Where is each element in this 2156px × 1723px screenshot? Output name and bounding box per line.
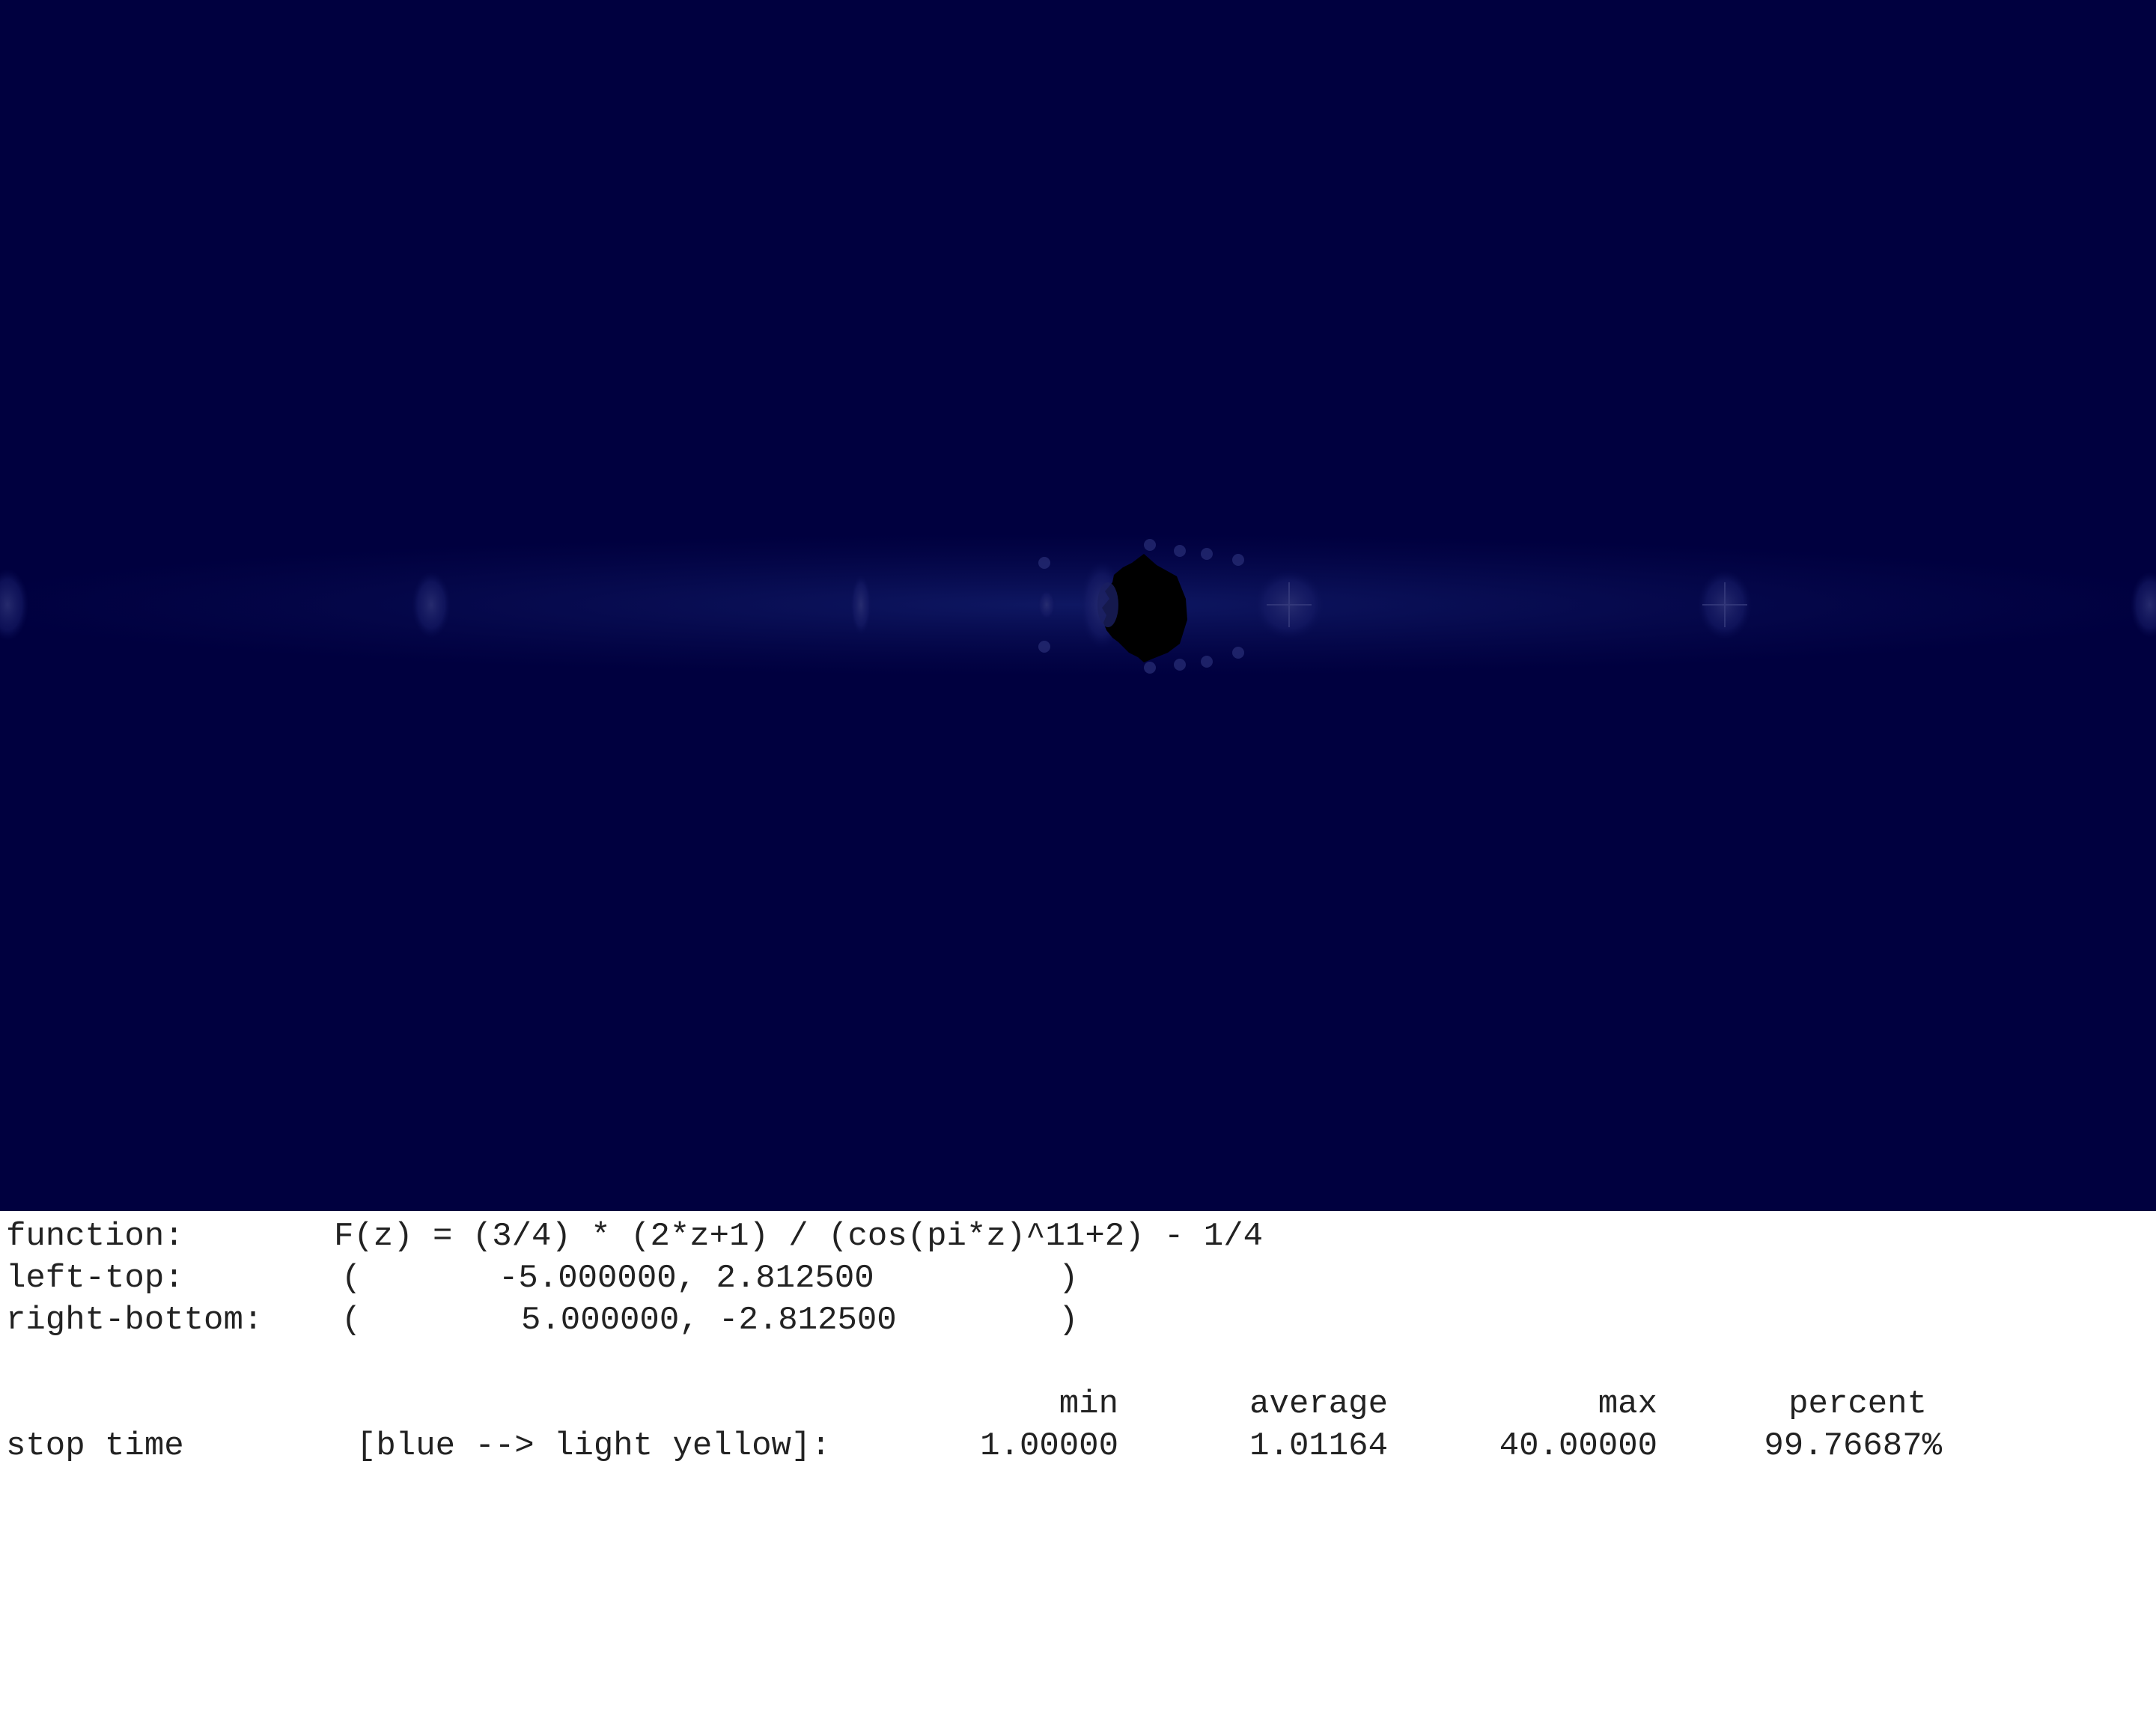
fractal-satellite: [1174, 659, 1186, 671]
value-average: 1.01164: [1249, 1427, 1388, 1465]
right-bottom-close-paren: ): [1059, 1302, 1079, 1339]
header-percent: percent: [1788, 1385, 1927, 1423]
palette-label: [blue --> light yellow]:: [356, 1427, 831, 1465]
escape-band: [0, 534, 2156, 676]
fractal-satellite: [1038, 641, 1050, 653]
function-value: F(z) = (3/4) * (2*z+1) / (cos(pi*z)^11+2…: [334, 1218, 1264, 1255]
header-min: min: [1059, 1385, 1118, 1423]
left-top-close-paren: ): [1059, 1260, 1079, 1297]
fractal-satellite: [1201, 548, 1213, 560]
fractal-lobe: [2131, 572, 2156, 638]
right-bottom-open-paren: (: [341, 1302, 362, 1339]
fractal-lobe: [850, 575, 871, 635]
fractal-satellite: [1232, 647, 1244, 659]
value-percent: 99.76687%: [1764, 1427, 1942, 1465]
left-top-label: left-top:: [6, 1260, 184, 1297]
header-average: average: [1249, 1385, 1388, 1423]
fractal-lobe: [0, 569, 28, 641]
value-min: 1.00000: [980, 1427, 1118, 1465]
fractal-satellite: [1144, 539, 1156, 551]
fractal-satellite: [1201, 656, 1213, 668]
fractal-satellite: [1038, 557, 1050, 569]
julia-set-shadow: [1097, 582, 1118, 627]
left-top-value: -5.000000, 2.812500: [499, 1260, 874, 1297]
right-bottom-value: 5.000000, -2.812500: [521, 1302, 897, 1339]
fractal-cross: [1267, 582, 1312, 627]
fractal-julia-set: [1102, 554, 1187, 662]
fractal-lobe: [1038, 590, 1056, 620]
fractal-lobe: [412, 572, 451, 638]
left-top-open-paren: (: [341, 1260, 362, 1297]
fractal-cross: [1702, 582, 1747, 627]
value-max: 40.00000: [1499, 1427, 1657, 1465]
fractal-satellite: [1232, 554, 1244, 566]
stop-time-label: stop time: [6, 1427, 184, 1465]
right-bottom-label: right-bottom:: [6, 1302, 264, 1339]
function-label: function:: [6, 1218, 184, 1255]
fractal-dots: [1038, 539, 1244, 674]
fractal-render: [0, 0, 2156, 1211]
fractal-satellite: [1174, 545, 1186, 557]
header-max: max: [1598, 1385, 1657, 1423]
fractal-satellite: [1144, 662, 1156, 674]
